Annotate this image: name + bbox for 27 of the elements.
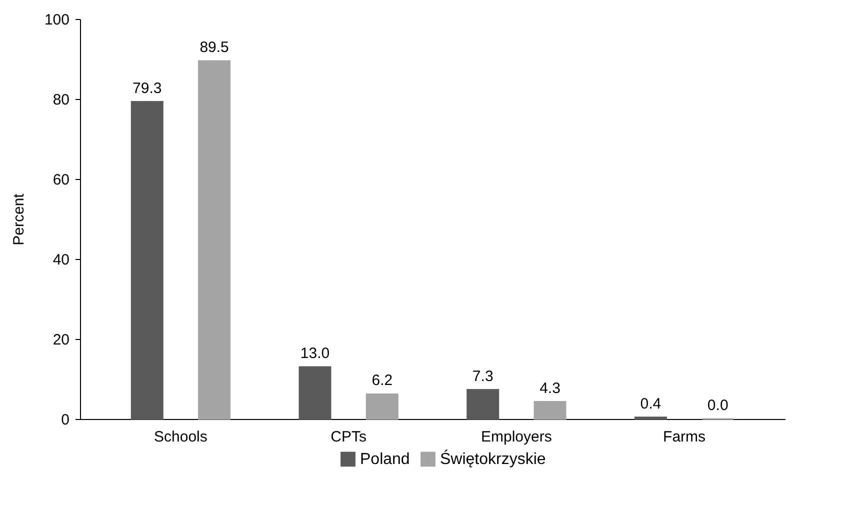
data-label: 79.3 (132, 80, 162, 97)
bar (198, 60, 231, 420)
x-tick-label: Employers (481, 428, 552, 446)
data-label: 6.2 (372, 372, 393, 390)
data-label: 4.3 (540, 380, 560, 397)
x-tick-label: Schools (154, 428, 208, 446)
bar (466, 389, 500, 420)
bar (366, 393, 398, 420)
y-tick-label: 100 (44, 12, 70, 28)
legend-label: Świętokrzyskie (440, 449, 546, 468)
y-axis-title: Percent (10, 192, 28, 246)
data-label: 89.5 (200, 39, 229, 56)
y-tick-label: 0 (61, 412, 70, 428)
data-label: 0.0 (707, 397, 728, 414)
bar (298, 366, 332, 420)
y-tick-label: 40 (52, 252, 70, 268)
x-tick-label: Farms (663, 428, 706, 446)
y-tick-label: 80 (52, 92, 70, 108)
bar (130, 101, 164, 420)
data-label: 7.3 (472, 368, 494, 385)
data-label: 13.0 (300, 345, 330, 362)
x-tick-label: CPTs (330, 428, 366, 446)
y-tick-label: 60 (52, 172, 70, 188)
data-label: 0.4 (640, 395, 662, 412)
y-tick-label: 20 (52, 332, 70, 348)
legend-label: Poland (360, 451, 410, 468)
bar (534, 401, 566, 420)
